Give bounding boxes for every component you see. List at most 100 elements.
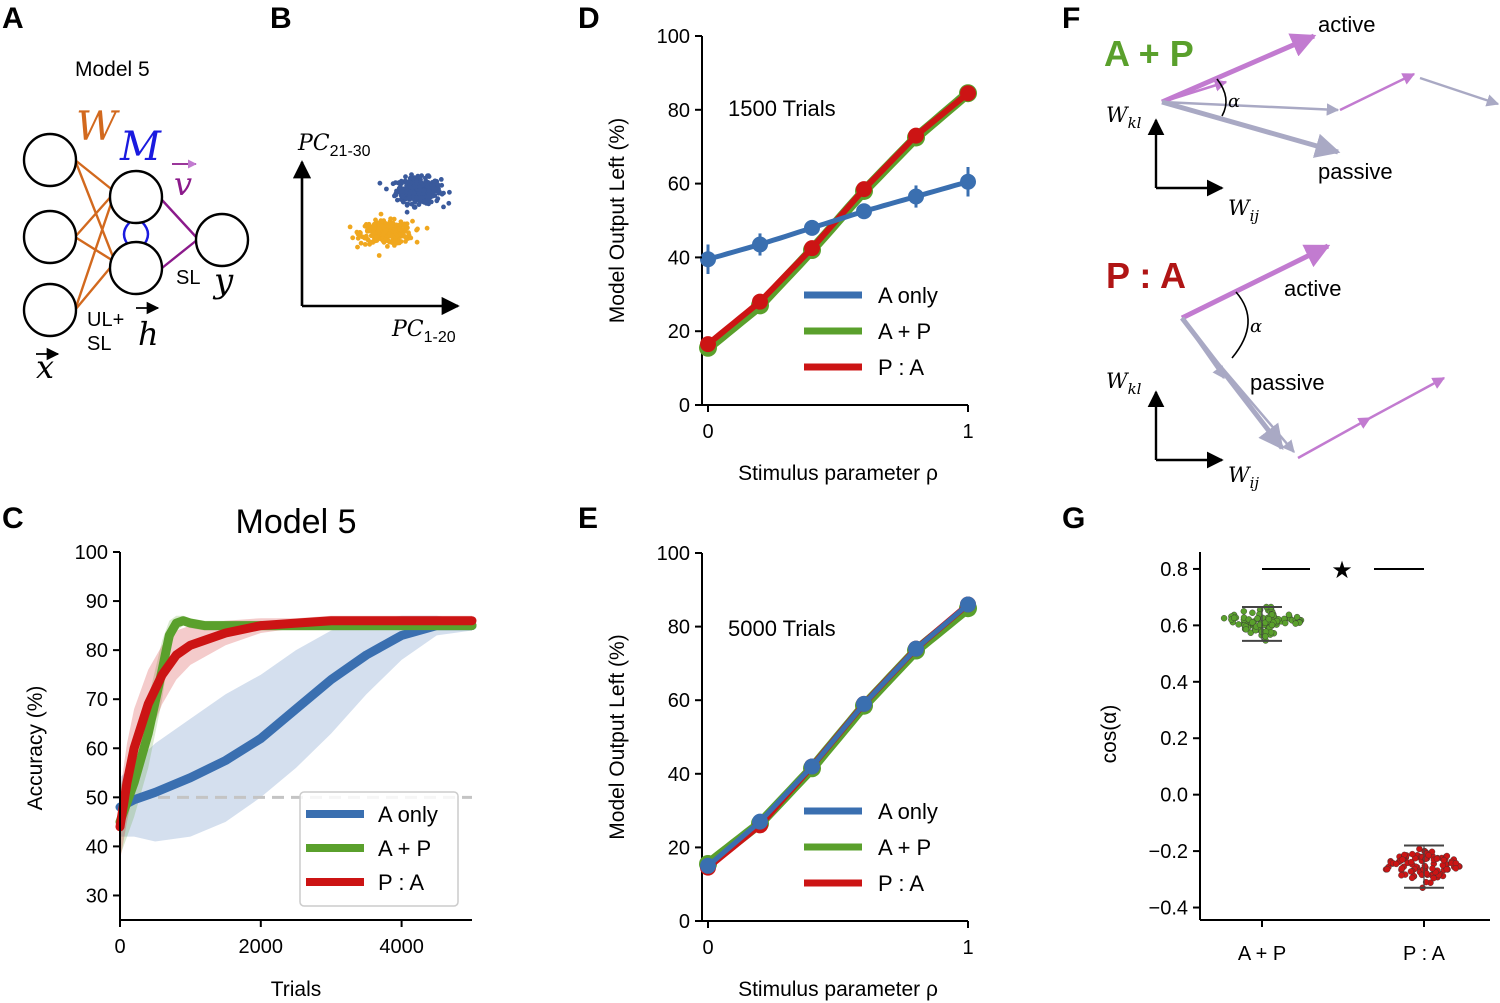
label-active-bottom: active [1284, 276, 1341, 301]
swarm-point [1249, 609, 1256, 616]
pc-point [371, 226, 377, 232]
wij-label-bottom-main: W [1228, 463, 1252, 487]
data-point [752, 236, 768, 253]
data-point [856, 203, 872, 220]
pc-point [398, 219, 404, 225]
wkl-label-top-main: W [1106, 103, 1130, 127]
swarm-point [1220, 615, 1228, 622]
x-tick-label: 4000 [379, 936, 424, 958]
pc-point [416, 191, 422, 197]
wij-label-top-sub: ij [1250, 207, 1260, 225]
pc-y-label-sub: 21-30 [330, 143, 371, 160]
pc-point [414, 239, 420, 245]
pc-point [400, 199, 406, 205]
neurons [22, 132, 250, 338]
pc-point [396, 185, 402, 191]
pc-point [414, 195, 420, 201]
significance-star: ★ [1331, 556, 1353, 584]
pc-point [358, 240, 364, 246]
active-arrow-chain-2 [1369, 376, 1446, 420]
pc-point [389, 234, 395, 239]
panel-label-c: C [2, 502, 24, 535]
active-arrow-chain-1 [1297, 416, 1372, 460]
swarm-point [1235, 621, 1242, 628]
pc-point [410, 218, 415, 224]
y-tick-label: 100 [657, 26, 690, 48]
swarm-point [1407, 858, 1415, 866]
label-active-top: active [1318, 12, 1375, 37]
series-line-a-only [706, 602, 970, 868]
legend-label: A + P [878, 319, 931, 344]
pc-point [398, 232, 404, 238]
data-point [856, 695, 872, 712]
data-point [700, 336, 716, 353]
x-axis-label: Trials [271, 978, 322, 1001]
network-diagram: Model 5 W M v SL y [22, 58, 250, 386]
active-arrow-small [1161, 79, 1228, 104]
x-tick-label: 2000 [239, 936, 284, 958]
chart-g: −0.4 −0.2 0.0 0.2 0.4 0.6 0.8 A + P P : A cos(α) ★ [1098, 552, 1490, 965]
y-tick-label: −0.2 [1149, 841, 1188, 863]
active-arrow-chain [1339, 72, 1416, 112]
pc-point [367, 228, 372, 234]
x-tick-label: 0 [702, 937, 713, 959]
data-point [908, 188, 924, 205]
x-tick-label: 0 [114, 936, 125, 958]
pc-point [414, 227, 419, 233]
y-tick-label: 100 [657, 543, 690, 565]
y-axis-label: Model Output Left (%) [606, 634, 629, 839]
swarm-point [1443, 866, 1451, 873]
swarm-point [1268, 611, 1276, 618]
input-neuron [22, 209, 78, 265]
pc-point [405, 201, 411, 207]
legend: A only A + P P : A [804, 799, 938, 896]
pc-point [422, 200, 427, 205]
swarm-point [1281, 619, 1289, 627]
panel-label-f: F [1062, 2, 1080, 35]
x-tick-label: 1 [962, 937, 973, 959]
y-tick-label: 60 [668, 690, 690, 712]
swarm-point [1292, 620, 1299, 627]
panel-label-g: G [1062, 502, 1085, 535]
pc-point [383, 228, 389, 233]
chart-c: 30 40 50 60 70 80 90 100 0 2000 4000 Trials Accuracy… [24, 542, 477, 1001]
wkl-label-bottom-main: W [1106, 369, 1130, 393]
weight-W-label: W [76, 104, 120, 150]
output-y-label: y [212, 261, 234, 301]
pc-point [355, 235, 361, 241]
pc-point [381, 231, 386, 237]
pc-scatter: PC21-30 PC1-20 [292, 131, 460, 346]
swarm-point [1433, 855, 1441, 862]
pc-point [403, 179, 408, 185]
weight-vector-diagram-top: A + P α active passive Wkl Wij [1104, 12, 1500, 225]
series-line-a-only [115, 621, 477, 812]
pc-point [438, 177, 444, 182]
pc-point [378, 211, 384, 217]
pc-point [395, 197, 400, 203]
y-tick-label: 60 [668, 174, 690, 196]
passive-arrow-chain [1419, 76, 1500, 107]
pc-point [394, 190, 399, 196]
data-point [960, 85, 976, 102]
swarm-point [1392, 860, 1400, 868]
pc-point [347, 224, 353, 230]
swarm-point [1421, 862, 1429, 870]
swarm-point [1430, 874, 1437, 882]
pc-point [419, 180, 424, 186]
pc-point [423, 175, 428, 181]
pc-point [441, 204, 446, 210]
swarm-point [1399, 856, 1406, 863]
active-arrow [1180, 243, 1331, 321]
pc-point [426, 188, 432, 194]
swarm-point [1440, 857, 1448, 864]
swarm-point [1409, 850, 1416, 858]
sl-label-output: SL [176, 267, 200, 289]
angle-arc [1231, 291, 1249, 359]
wij-label-top: Wij [1228, 196, 1259, 225]
y-tick-label: 0.2 [1160, 728, 1188, 750]
pc-x-label: PC1-20 [391, 317, 456, 346]
weight-vector-diagram-bottom: P : A α active passive Wkl Wij [1106, 243, 1446, 492]
output-neuron [194, 212, 250, 268]
pc-point [436, 190, 442, 196]
swarm-point [1398, 872, 1405, 879]
